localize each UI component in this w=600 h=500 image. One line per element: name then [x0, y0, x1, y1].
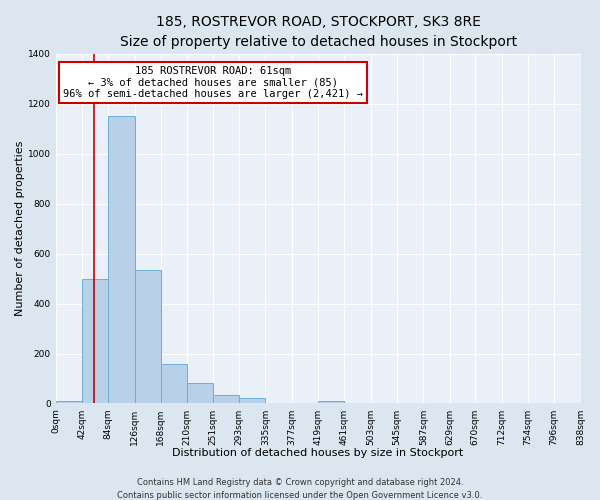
- X-axis label: Distribution of detached houses by size in Stockport: Distribution of detached houses by size …: [172, 448, 464, 458]
- Title: 185, ROSTREVOR ROAD, STOCKPORT, SK3 8RE
Size of property relative to detached ho: 185, ROSTREVOR ROAD, STOCKPORT, SK3 8RE …: [119, 15, 517, 48]
- Y-axis label: Number of detached properties: Number of detached properties: [15, 141, 25, 316]
- Bar: [82, 278, 108, 404]
- Text: 185 ROSTREVOR ROAD: 61sqm
← 3% of detached houses are smaller (85)
96% of semi-d: 185 ROSTREVOR ROAD: 61sqm ← 3% of detach…: [63, 66, 363, 100]
- Bar: [239, 398, 265, 404]
- Bar: [318, 401, 344, 404]
- Bar: [213, 394, 239, 404]
- Text: Contains HM Land Registry data © Crown copyright and database right 2024.
Contai: Contains HM Land Registry data © Crown c…: [118, 478, 482, 500]
- Bar: [56, 401, 82, 404]
- Bar: [134, 270, 161, 404]
- Bar: [161, 364, 187, 404]
- Bar: [108, 116, 134, 404]
- Bar: [187, 383, 213, 404]
